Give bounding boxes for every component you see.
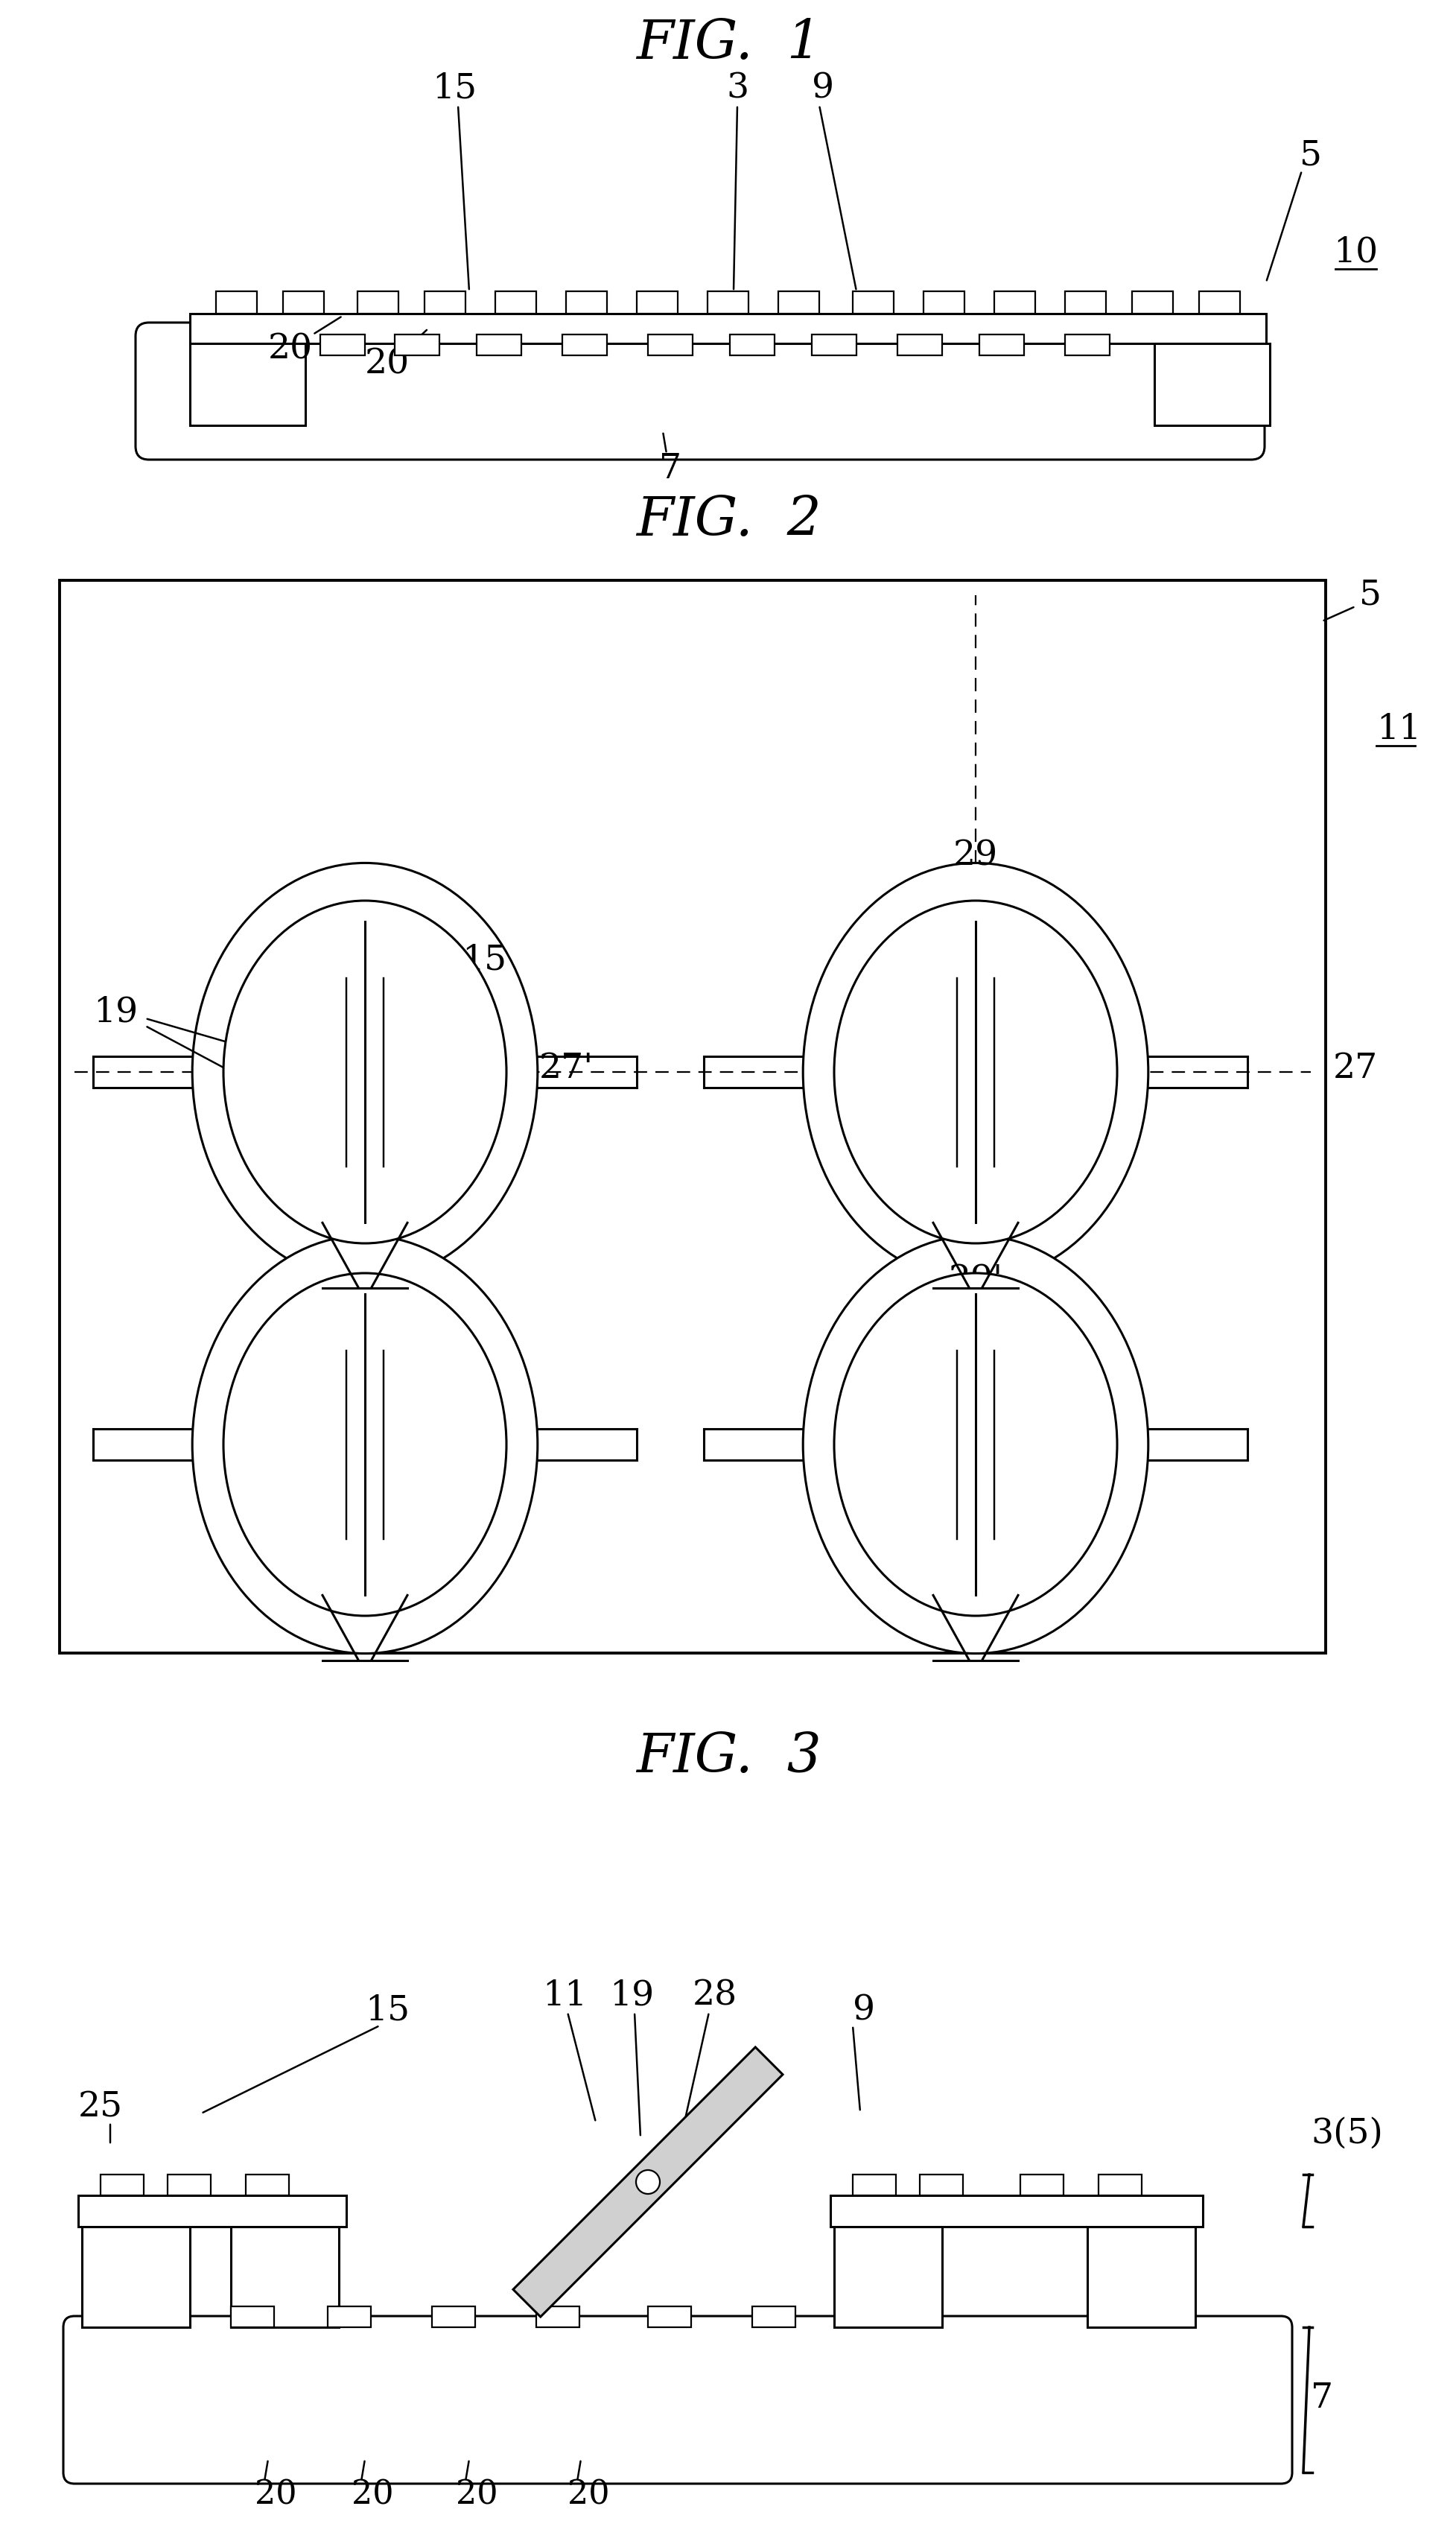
Text: 20: 20 [566, 2478, 609, 2511]
Ellipse shape [834, 1274, 1117, 1615]
Text: 27': 27' [539, 1052, 593, 1085]
Bar [320, 334, 365, 357]
Text: 19: 19 [609, 1979, 654, 2012]
Text: 15: 15 [462, 942, 507, 978]
Text: FIG.  3: FIG. 3 [635, 1732, 821, 1783]
Bar [994, 290, 1035, 313]
Bar [60, 581, 1325, 1653]
Ellipse shape [223, 1274, 507, 1615]
Text: 29': 29' [948, 1263, 1002, 1296]
Bar [476, 334, 521, 357]
Text: 20: 20 [364, 346, 409, 382]
Circle shape [636, 2170, 660, 2193]
Text: 7: 7 [658, 451, 681, 486]
Bar [1064, 290, 1105, 313]
Text: 28: 28 [692, 1979, 737, 2012]
Bar [328, 2308, 371, 2328]
Bar [282, 290, 323, 313]
Bar [566, 290, 607, 313]
Bar [189, 344, 306, 425]
Bar [1064, 334, 1109, 357]
Text: 5: 5 [1358, 578, 1380, 611]
Text: 20: 20 [255, 2478, 297, 2511]
Bar [100, 2175, 144, 2196]
Bar [778, 290, 818, 313]
Bar [811, 334, 856, 357]
Bar [834, 2226, 942, 2328]
Bar [230, 2308, 274, 2328]
Text: 9: 9 [852, 1994, 875, 2027]
Bar [648, 2308, 690, 2328]
Text: 11: 11 [542, 1979, 587, 2012]
Text: 15: 15 [431, 71, 476, 104]
Text: FIG.  2: FIG. 2 [635, 494, 821, 548]
Ellipse shape [802, 1235, 1147, 1653]
Text: 15: 15 [364, 1994, 409, 2027]
Bar [395, 334, 440, 357]
Bar [1098, 2175, 1142, 2196]
Text: 10: 10 [1332, 237, 1377, 270]
Bar [830, 2196, 1203, 2226]
Text: FIG.  1: FIG. 1 [635, 18, 821, 71]
Bar [82, 2226, 189, 2328]
Bar [897, 334, 942, 357]
Ellipse shape [223, 902, 507, 1243]
Ellipse shape [192, 863, 537, 1281]
Text: 25: 25 [79, 2091, 122, 2124]
Bar [1153, 344, 1270, 425]
Bar [919, 2175, 962, 2196]
Text: 11: 11 [1376, 713, 1421, 746]
Ellipse shape [192, 1235, 537, 1653]
Ellipse shape [802, 863, 1147, 1281]
Polygon shape [513, 2048, 782, 2318]
Bar [978, 334, 1024, 357]
Bar [230, 2226, 339, 2328]
Text: 3(5): 3(5) [1310, 2117, 1382, 2150]
Bar [357, 290, 399, 313]
Bar [708, 290, 748, 313]
Bar [246, 2175, 288, 2196]
Text: 9: 9 [811, 71, 834, 104]
Bar [562, 334, 607, 357]
Bar [189, 313, 1265, 344]
Bar [751, 2308, 795, 2328]
Bar [1086, 2226, 1195, 2328]
Bar [636, 290, 677, 313]
Bar [495, 290, 536, 313]
Text: 20: 20 [456, 2478, 498, 2511]
Bar [648, 334, 692, 357]
Bar [1019, 2175, 1063, 2196]
Bar [729, 334, 775, 357]
Bar [1198, 290, 1239, 313]
Bar [432, 2308, 475, 2328]
Bar [215, 290, 256, 313]
FancyBboxPatch shape [135, 323, 1264, 458]
Bar [852, 290, 893, 313]
Bar [536, 2308, 579, 2328]
Text: 7: 7 [1310, 2381, 1332, 2415]
Text: 3: 3 [725, 71, 748, 104]
Bar [1131, 290, 1172, 313]
Bar [167, 2175, 211, 2196]
Bar [852, 2175, 895, 2196]
FancyBboxPatch shape [63, 2315, 1291, 2483]
Bar [79, 2196, 347, 2226]
Text: 27: 27 [1332, 1052, 1377, 1085]
Text: 29: 29 [952, 838, 997, 874]
Text: 20: 20 [268, 334, 313, 367]
Text: 19: 19 [93, 996, 138, 1029]
Bar [923, 290, 964, 313]
Text: 20: 20 [351, 2478, 393, 2511]
Text: 3: 3 [390, 942, 414, 978]
Bar [424, 290, 466, 313]
Ellipse shape [834, 902, 1117, 1243]
Text: 5: 5 [1299, 140, 1321, 173]
